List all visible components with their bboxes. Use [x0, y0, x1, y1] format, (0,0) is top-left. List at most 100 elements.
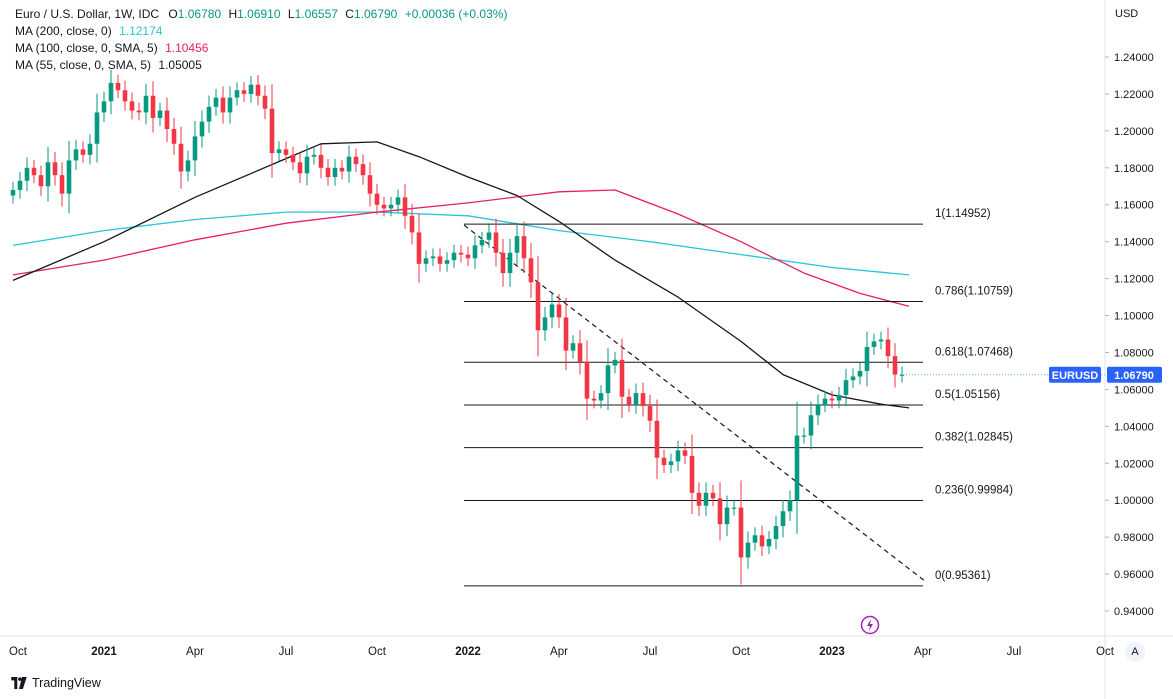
ma55-legend[interactable]: MA (55, close, 0, SMA, 5) 1.05005	[15, 57, 202, 74]
candle-body	[157, 110, 163, 118]
candle-body	[570, 343, 576, 351]
open-label: O	[168, 7, 178, 21]
ma200-legend[interactable]: MA (200, close, 0) 1.12174	[15, 23, 162, 40]
candle-body	[332, 167, 338, 178]
candle-body	[878, 339, 884, 342]
candle-body	[850, 376, 856, 381]
fib-level-label: 0.382(1.02845)	[935, 432, 1013, 444]
x-tick-label: Apr	[186, 646, 204, 658]
candle-body	[696, 492, 702, 506]
y-tick-label: 1.06000	[1114, 384, 1154, 396]
candle-body	[864, 346, 870, 371]
last-price-badge	[1107, 366, 1162, 383]
candle-body	[647, 406, 653, 421]
candle-body	[836, 394, 842, 401]
candle-body	[269, 108, 275, 154]
candle-body	[892, 356, 898, 375]
candle-body	[465, 254, 471, 259]
ma100-legend[interactable]: MA (100, close, 0, SMA, 5) 1.10456	[15, 40, 208, 57]
candle-body	[640, 393, 646, 407]
candle-body	[598, 393, 604, 401]
candle-body	[507, 252, 513, 274]
x-tick-label: Oct	[732, 646, 751, 658]
candle-body	[395, 197, 401, 205]
candle-body	[388, 204, 394, 209]
candle-body	[430, 256, 436, 259]
candle-body	[871, 341, 877, 347]
branding-text: TradingView	[32, 676, 101, 690]
y-tick-label: 1.08000	[1114, 347, 1154, 359]
open-value: 1.06780	[177, 7, 222, 21]
candle-body	[143, 95, 149, 113]
candle-body	[542, 317, 548, 331]
candle-body	[899, 374, 905, 376]
candle-body	[339, 167, 345, 172]
candle-body	[479, 239, 485, 246]
symbol-legend: Euro / U.S. Dollar, 1W, IDC O1.06780 H1.…	[15, 6, 507, 23]
candle-body	[626, 396, 632, 405]
y-tick-label: 0.98000	[1114, 532, 1154, 544]
candle-body	[122, 90, 128, 102]
candle-body	[451, 252, 457, 261]
candle-body	[612, 359, 618, 366]
trendline	[463, 224, 925, 581]
candle-body	[759, 535, 765, 547]
candle-body	[654, 420, 660, 458]
candle-body	[682, 450, 688, 456]
candle-body	[367, 175, 373, 194]
candle-body	[843, 380, 849, 395]
candle-body	[815, 404, 821, 416]
x-tick-label: Apr	[914, 646, 932, 658]
y-tick-label: 0.94000	[1114, 606, 1154, 618]
ma100-value: 1.10456	[165, 41, 209, 55]
auto-scale-button[interactable]: A	[1125, 642, 1145, 662]
x-tick-label: 2022	[455, 646, 481, 658]
candle-body	[346, 156, 352, 172]
y-tick-label: 1.24000	[1114, 52, 1154, 64]
ma55-line	[12, 141, 910, 409]
candle-body	[416, 232, 422, 264]
fib-level-label: 1(1.14952)	[935, 208, 991, 220]
candle-body	[535, 282, 541, 331]
symbol-badge	[1049, 366, 1101, 383]
candle-body	[458, 252, 464, 255]
x-tick-label: Oct	[1096, 646, 1115, 658]
candle-body	[556, 304, 562, 318]
candle-body	[668, 461, 674, 466]
candle-body	[290, 154, 296, 163]
x-tick-label: Jul	[1007, 646, 1022, 658]
candle-body	[304, 156, 310, 174]
candle-body	[752, 535, 758, 543]
candle-body	[794, 435, 800, 501]
candle-body	[87, 143, 93, 155]
tradingview-logo-icon	[11, 677, 27, 689]
candle-body	[577, 343, 583, 362]
candle-body	[255, 84, 261, 96]
candle-body	[164, 110, 170, 130]
candle-body	[101, 101, 107, 113]
low-value: 1.06557	[294, 7, 338, 21]
candle-body	[472, 245, 478, 259]
close-value: 1.06790	[353, 7, 398, 21]
last-price-label: 1.06790	[1114, 370, 1154, 382]
y-tick-label: 1.14000	[1114, 237, 1154, 249]
y-tick-label: 1.20000	[1114, 126, 1154, 138]
y-tick-label: 1.02000	[1114, 458, 1154, 470]
high-value: 1.06910	[237, 7, 281, 21]
candle-body	[675, 450, 681, 462]
tradingview-branding[interactable]: TradingView	[10, 676, 101, 690]
candle-body	[374, 193, 380, 205]
y-tick-label: 1.10000	[1114, 311, 1154, 323]
flash-icon[interactable]	[860, 615, 880, 635]
candle-body	[31, 167, 37, 176]
candle-body	[318, 154, 324, 168]
candle-body	[780, 511, 786, 527]
candle-body	[227, 97, 233, 113]
ma55-value: 1.05005	[158, 58, 202, 72]
candle-body	[584, 361, 590, 399]
candle-body	[689, 455, 695, 493]
candle-body	[528, 258, 534, 283]
candle-body	[24, 167, 30, 181]
candle-body	[115, 82, 121, 91]
